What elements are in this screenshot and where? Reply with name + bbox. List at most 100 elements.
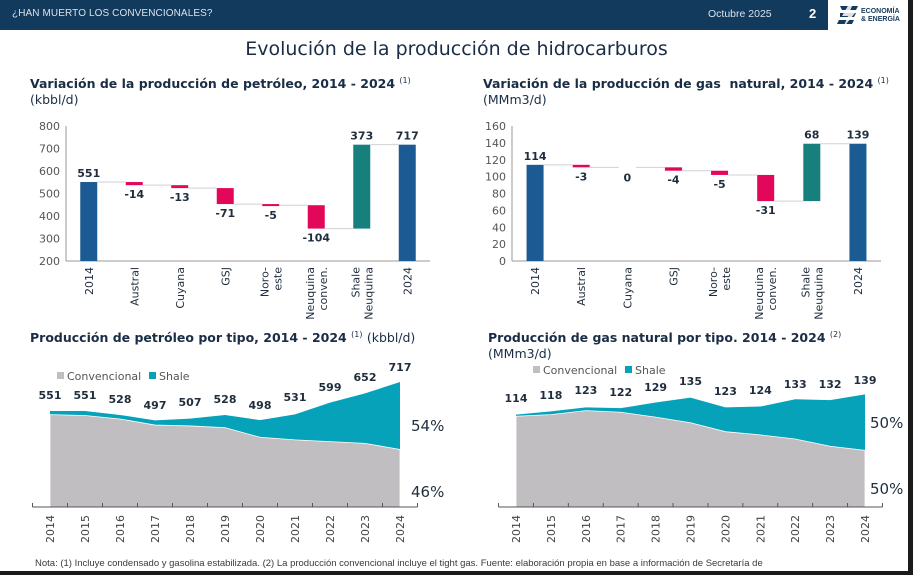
oil-area-title: Producción de petróleo por tipo, 2014 - …: [30, 330, 415, 345]
gas-waterfall-category-label: conven.: [766, 267, 779, 311]
oil-waterfall-data-label: 551: [77, 167, 100, 180]
oil-area-x-tick-label: 2019: [219, 515, 232, 543]
oil-area-x-tick-label: 2022: [324, 515, 337, 543]
gas-area-total-label: 122: [609, 386, 632, 399]
oil-waterfall-category-label: 2024: [401, 267, 414, 295]
gas-area-x-tick-label: 2019: [685, 515, 698, 543]
gas-waterfall-unit: (MMm3/d): [483, 92, 547, 107]
gas-area-title-note: (2): [829, 330, 842, 339]
oil-area-title-note: (1): [351, 330, 363, 339]
oil-area-legend-shale-label: Shale: [159, 370, 190, 383]
oil-area-total-label: 528: [214, 393, 237, 406]
oil-waterfall-category-label: Neuquina: [304, 267, 317, 320]
oil-waterfall-category-label: GSJ: [219, 267, 232, 286]
oil-waterfall-data-label: 717: [396, 130, 419, 143]
gas-waterfall-bar-6: [803, 143, 821, 202]
oil-waterfall-unit: (kbbl/d): [30, 92, 79, 107]
oil-waterfall-y-tick-label: 300: [39, 233, 60, 246]
gas-waterfall-category-label: Cuyana: [621, 267, 634, 309]
oil-waterfall-category-label: 2014: [83, 267, 96, 295]
oil-waterfall-bar-6: [353, 144, 371, 229]
oil-waterfall-category-label: Noro-: [258, 267, 271, 297]
oil-area-x-tick-label: 2015: [79, 515, 92, 543]
gas-waterfall-category-label: Shale: [799, 267, 812, 298]
gas-area-title: Producción de gas natural por tipo. 2014…: [488, 330, 841, 345]
oil-area-unit: (kbbl/d): [366, 330, 416, 345]
oil-waterfall-y-tick-label: 400: [39, 210, 60, 223]
gas-area-legend-conventional-swatch: [533, 366, 540, 373]
oil-area-x-tick-label: 2021: [289, 515, 302, 543]
footnote: Nota: (1) Incluye condensado y gasolina …: [35, 558, 763, 569]
gas-waterfall-bar-1: [572, 164, 590, 168]
lightning-logo-icon: [837, 4, 858, 28]
oil-area-total-label: 497: [144, 399, 167, 412]
gas-waterfall-data-label: -3: [575, 170, 587, 183]
gas-area-x-tick-label: 2017: [615, 515, 628, 543]
gas-waterfall-y-tick-label: 0: [499, 255, 506, 268]
gas-area-total-label: 135: [679, 375, 702, 388]
gas-area-total-label: 132: [819, 378, 842, 391]
logo: ECONOMÍA & ENERGÍA: [828, 0, 913, 32]
oil-area-legend-conventional-label: Convencional: [67, 370, 141, 383]
page-number: 2: [809, 6, 817, 21]
gas-waterfall-y-tick-label: 60: [492, 204, 506, 217]
oil-waterfall-bar-7: [398, 144, 416, 261]
oil-waterfall-category-label: Neuquina: [362, 267, 375, 320]
oil-area-total-label: 528: [109, 393, 132, 406]
gas-area-x-tick-label: 2015: [545, 515, 558, 543]
right-edge-border: [908, 0, 913, 575]
gas-waterfall-bar-4: [711, 170, 729, 175]
oil-area-x-tick-label: 2018: [184, 515, 197, 543]
gas-waterfall-data-label: 139: [846, 129, 869, 142]
oil-area-total-label: 507: [179, 396, 202, 409]
gas-waterfall-data-label: 114: [524, 150, 547, 163]
gas-area-x-tick-label: 2024: [859, 515, 872, 543]
gas-waterfall-category-label: Austral: [575, 267, 588, 306]
gas-area-shale-share-label: 50%: [870, 414, 903, 432]
gas-area-conventional-share-label: 50%: [870, 480, 903, 498]
oil-waterfall-data-label: -71: [215, 207, 235, 220]
oil-area-legend-conventional-swatch: [57, 372, 64, 379]
oil-area-total-label: 551: [39, 389, 62, 402]
gas-waterfall-category-label: este: [720, 267, 733, 291]
gas-waterfall-data-label: 0: [623, 171, 631, 184]
oil-waterfall-y-tick-label: 200: [39, 255, 60, 268]
gas-waterfall-y-tick-label: 120: [485, 154, 506, 167]
oil-waterfall-bar-4: [262, 204, 280, 207]
gas-waterfall-category-label: 2024: [852, 267, 865, 295]
gas-waterfall-title: Variación de la producción de gas natura…: [483, 76, 889, 91]
gas-area-total-label: 123: [574, 384, 597, 397]
gas-waterfall-y-tick-label: 80: [492, 188, 506, 201]
oil-waterfall-data-label: -13: [170, 191, 190, 204]
oil-area-total-label: 717: [389, 361, 412, 374]
oil-area-legend-shale-swatch: [149, 372, 156, 379]
report-date: Octubre 2025: [708, 8, 772, 20]
gas-area-conventional-area: [515, 410, 866, 508]
oil-area-conventional-share-label: 46%: [411, 483, 444, 501]
oil-area-x-tick-label: 2023: [359, 515, 372, 543]
gas-area-legend-shale-swatch: [625, 366, 632, 373]
oil-waterfall-bar-0: [80, 182, 98, 261]
oil-waterfall-bar-3: [216, 188, 234, 205]
gas-waterfall-category-label: Noro-: [707, 267, 720, 297]
gas-waterfall-category-label: Neuquina: [753, 267, 766, 320]
gas-area-legend-conventional-label: Convencional: [543, 364, 617, 377]
section-title: ¿HAN MUERTO LOS CONVENCIONALES?: [12, 8, 213, 19]
oil-area-total-label: 652: [354, 371, 377, 384]
oil-area-conventional-area: [49, 414, 401, 508]
gas-waterfall-category-label: Neuquina: [812, 267, 825, 320]
gas-waterfall-category-label: GSJ: [667, 267, 680, 286]
gas-area-total-label: 129: [644, 381, 667, 394]
oil-area-x-tick-label: 2014: [44, 515, 57, 543]
gas-area-x-tick-label: 2016: [580, 515, 593, 543]
gas-waterfall-y-tick-label: 140: [485, 137, 506, 150]
oil-waterfall-data-label: -5: [265, 209, 277, 222]
gas-area-total-label: 133: [784, 378, 807, 391]
oil-area-total-label: 551: [74, 389, 97, 402]
gas-area-x-tick-label: 2020: [719, 515, 732, 543]
oil-area-x-tick-label: 2020: [254, 515, 267, 543]
gas-area-x-tick-label: 2021: [754, 515, 767, 543]
oil-waterfall-category-label: Cuyana: [174, 267, 187, 309]
oil-waterfall-category-label: conven.: [317, 267, 330, 311]
gas-waterfall-title-note: (1): [877, 76, 889, 85]
